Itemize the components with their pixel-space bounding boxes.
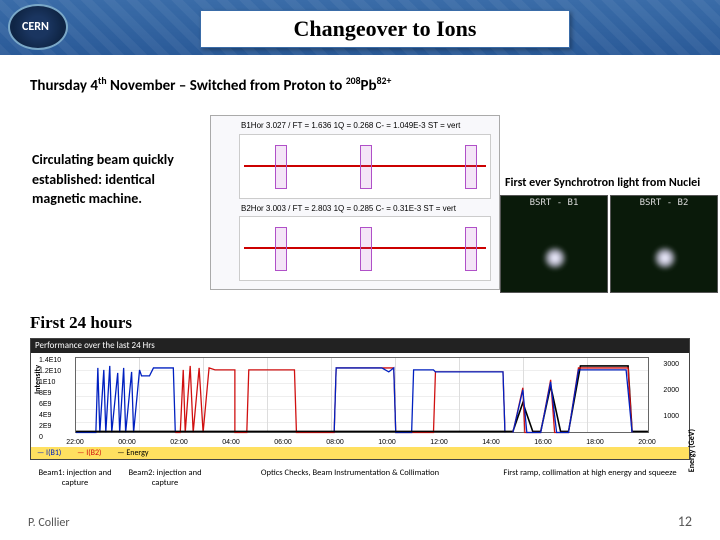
ytick-left: 1.2E10: [39, 368, 61, 375]
caption-row: Beam1: injection and capture Beam2: inje…: [30, 468, 690, 488]
synchrotron-light-text: First ever Synchrotron light from Nuclei: [505, 176, 715, 190]
xtick: 12:00: [430, 439, 448, 446]
xtick: 20:00: [638, 439, 656, 446]
xtick: 00:00: [118, 439, 136, 446]
first-24-hours-label: First 24 hours: [30, 313, 132, 333]
beam2-header: B2Hor 3.003 / FT = 2.803 1Q = 0.285 C- =…: [241, 204, 456, 213]
caption-optics: Optics Checks, Beam Instrumentation & Co…: [210, 468, 490, 488]
caption-beam1: Beam1: injection and capture: [30, 468, 120, 488]
xtick: 08:00: [326, 439, 344, 446]
ytick-left: 4E9: [39, 412, 51, 419]
beam1-panel: [239, 134, 491, 199]
footer-author: P. Collier: [28, 516, 70, 530]
title-box: Changeover to Ions: [200, 10, 570, 48]
ytick-left: 1.4E10: [39, 357, 61, 364]
perf-chart-title: Performance over the last 24 Hrs: [31, 339, 689, 353]
xtick: 10:00: [378, 439, 396, 446]
beam-spectrum-chart: B1Hor 3.027 / FT = 1.636 1Q = 0.268 C- =…: [210, 115, 500, 290]
subtitle: Thursday 4th November – Switched from Pr…: [30, 75, 391, 95]
xtick: 14:00: [482, 439, 500, 446]
ytick-right: 3000: [663, 361, 679, 368]
ytick-left: 8E9: [39, 390, 51, 397]
xtick: 06:00: [274, 439, 292, 446]
ytick-right: 1000: [663, 413, 679, 420]
ytick-left: 6E9: [39, 401, 51, 408]
beam-spot: [543, 244, 567, 272]
ytick-left: 2E9: [39, 423, 51, 430]
beam1-header: B1Hor 3.027 / FT = 1.636 1Q = 0.268 C- =…: [241, 121, 460, 130]
plot-area: [75, 357, 649, 433]
xtick: 16:00: [534, 439, 552, 446]
beam-spot: [653, 244, 677, 272]
chart-legend: — I(B1) — I(B2) — Energy: [31, 447, 689, 459]
caption-beam2: Beam2: injection and capture: [120, 468, 210, 488]
cern-logo: [8, 4, 68, 50]
ytick-left: 1E10: [39, 379, 55, 386]
beam2-panel: [239, 216, 491, 281]
bsrt-b2-image: BSRT - B2: [610, 195, 718, 293]
footer-page-number: 12: [678, 513, 692, 530]
xtick: 02:00: [170, 439, 188, 446]
ytick-left: 0: [39, 434, 43, 441]
xtick: 18:00: [586, 439, 604, 446]
caption-ramp: First ramp, collimation at high energy a…: [490, 468, 690, 488]
header-banner: Changeover to Ions: [0, 0, 720, 55]
xtick: 22:00: [66, 439, 84, 446]
circulating-beam-text: Circulating beam quickly established: id…: [32, 150, 197, 209]
ytick-right: 2000: [663, 387, 679, 394]
performance-chart: Performance over the last 24 Hrs Intensi…: [30, 338, 690, 460]
bsrt-b1-image: BSRT - B1: [500, 195, 608, 293]
slide-title: Changeover to Ions: [294, 16, 477, 42]
xtick: 04:00: [222, 439, 240, 446]
chart-lines: [76, 358, 648, 435]
